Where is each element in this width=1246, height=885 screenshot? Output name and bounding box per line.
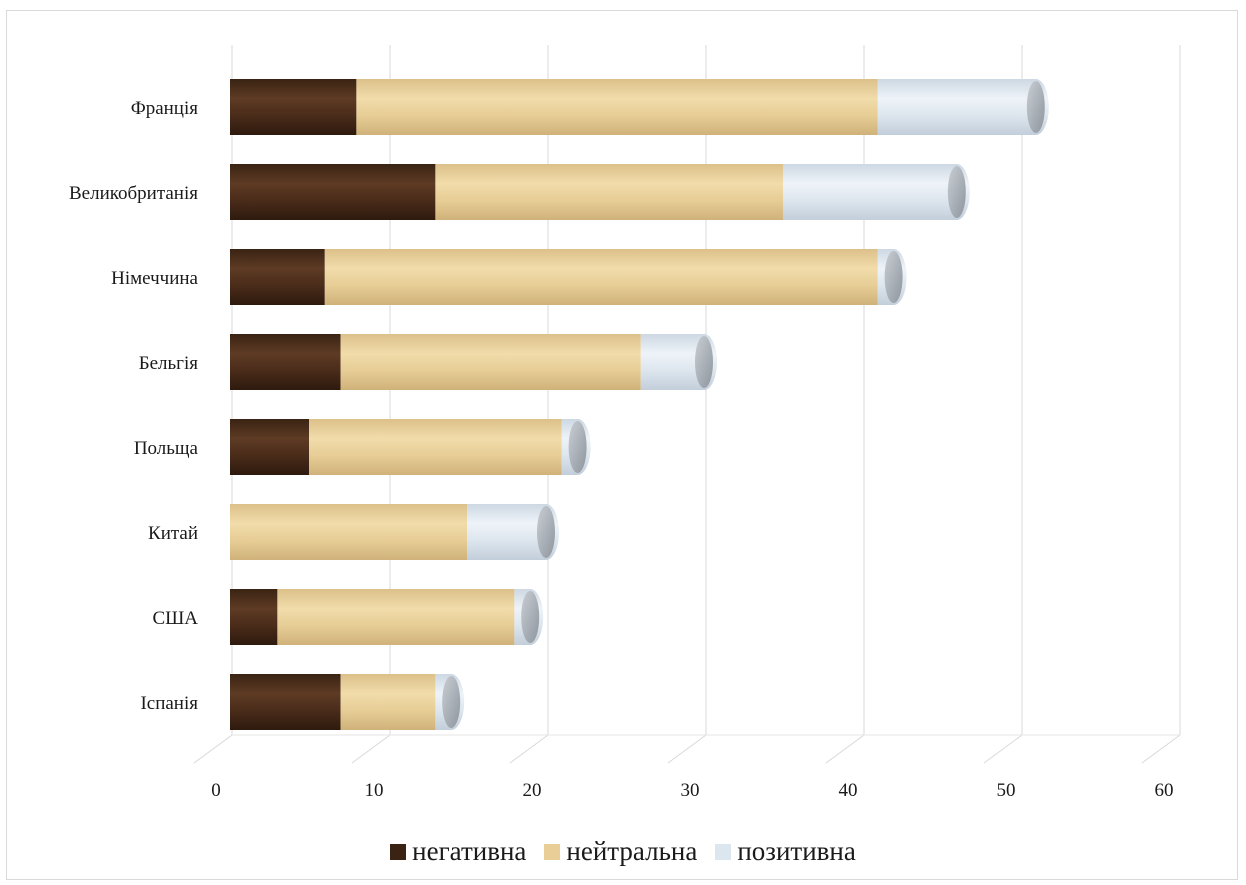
bar-positive-0 bbox=[877, 79, 1036, 135]
legend-label-neutral: нейтральна bbox=[566, 836, 698, 866]
labels-layer: 0 10 20 30 40 50 60 Франція Великобританія Німечч… bbox=[69, 98, 1174, 801]
x-tick-label-40: 40 bbox=[839, 780, 858, 801]
bar-cap-5 bbox=[537, 506, 555, 558]
legend-item-positive: позитивна bbox=[715, 836, 856, 867]
gridline-floor-0 bbox=[193, 734, 233, 764]
category-label-5: Китай bbox=[148, 523, 198, 544]
category-label-2: Німеччина bbox=[111, 268, 198, 289]
legend-item-neutral: нейтральна bbox=[544, 836, 697, 867]
category-label-7: Іспанія bbox=[140, 693, 198, 714]
bar-cap-3 bbox=[695, 336, 713, 388]
gridline-floor-40 bbox=[825, 734, 865, 764]
gridline-floor-20 bbox=[509, 734, 549, 764]
bar-cap-0 bbox=[1026, 81, 1045, 133]
bar-neutral-2 bbox=[324, 249, 878, 305]
x-tick-label-30: 30 bbox=[681, 780, 700, 801]
legend-swatch-negative bbox=[390, 843, 407, 860]
legend-item-negative: негативна bbox=[390, 836, 526, 867]
category-label-6: США bbox=[152, 608, 198, 629]
x-tick-label-10: 10 bbox=[365, 780, 384, 801]
gridline-floor-50 bbox=[983, 734, 1023, 764]
legend: негативна нейтральна позитивна bbox=[0, 836, 1246, 867]
category-label-0: Франція bbox=[131, 98, 199, 119]
bar-neutral-6 bbox=[277, 589, 515, 645]
bar-negative-0 bbox=[230, 79, 357, 135]
legend-swatch-neutral bbox=[544, 843, 561, 860]
x-tick-label-50: 50 bbox=[997, 780, 1016, 801]
bar-cap-4 bbox=[568, 421, 587, 473]
bars-layer bbox=[230, 79, 1049, 730]
bar-neutral-7 bbox=[340, 674, 436, 730]
bar-positive-3 bbox=[640, 334, 704, 390]
bar-negative-6 bbox=[230, 589, 278, 645]
grid-layer bbox=[193, 45, 1181, 764]
x-tick-label-60: 60 bbox=[1155, 780, 1174, 801]
legend-swatch-positive bbox=[715, 843, 732, 860]
category-label-1: Великобританія bbox=[69, 183, 198, 204]
bar-neutral-1 bbox=[435, 164, 783, 220]
bar-positive-1 bbox=[783, 164, 957, 220]
bar-negative-1 bbox=[230, 164, 436, 220]
bar-cap-1 bbox=[947, 166, 966, 218]
category-label-3: Бельгія bbox=[139, 353, 199, 374]
bar-negative-2 bbox=[230, 249, 325, 305]
category-label-4: Польща bbox=[134, 438, 199, 459]
gridline-floor-10 bbox=[351, 734, 391, 764]
bar-negative-4 bbox=[230, 419, 309, 475]
bar-neutral-3 bbox=[340, 334, 641, 390]
bar-negative-3 bbox=[230, 334, 341, 390]
legend-label-negative: негативна bbox=[412, 836, 527, 866]
bar-negative-7 bbox=[230, 674, 341, 730]
x-tick-label-20: 20 bbox=[523, 780, 542, 801]
bar-positive-5 bbox=[467, 504, 546, 560]
bar-cap-2 bbox=[884, 251, 903, 303]
bar-neutral-5 bbox=[230, 504, 467, 560]
legend-label-positive: позитивна bbox=[737, 836, 856, 866]
bar-neutral-4 bbox=[309, 419, 562, 475]
bar-cap-6 bbox=[521, 591, 540, 643]
x-tick-label-0: 0 bbox=[211, 780, 221, 801]
bar-neutral-0 bbox=[356, 79, 878, 135]
gridline-floor-60 bbox=[1141, 734, 1181, 764]
bar-cap-7 bbox=[442, 676, 461, 728]
gridline-floor-30 bbox=[667, 734, 707, 764]
